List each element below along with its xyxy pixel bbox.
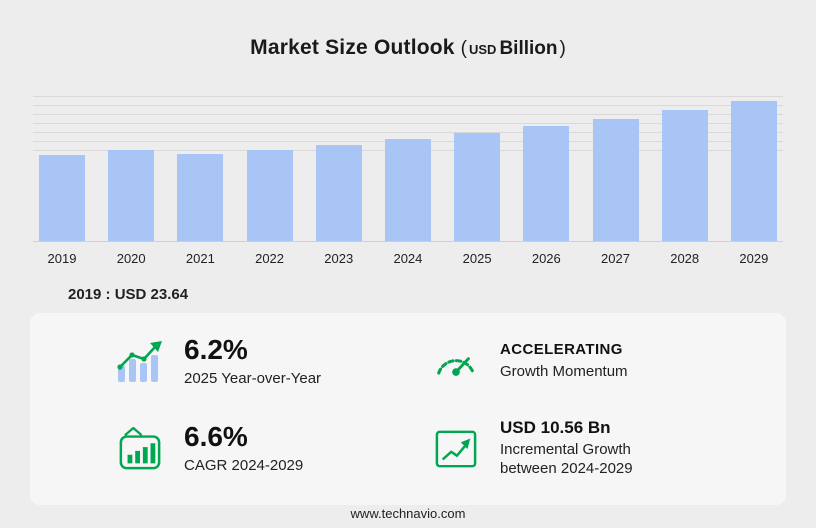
momentum-value: ACCELERATING xyxy=(500,341,623,359)
stat-growth-momentum: ACCELERATING Growth Momentum xyxy=(430,335,746,389)
unit-label: Billion xyxy=(499,38,558,59)
plot-area xyxy=(33,96,783,242)
bar-2025 xyxy=(454,133,501,241)
x-axis-label-2024: 2024 xyxy=(393,251,423,266)
x-axis-label-2021: 2021 xyxy=(185,251,215,266)
bar-2023 xyxy=(315,145,362,241)
momentum-label: Growth Momentum xyxy=(500,362,628,380)
incremental-label: Incremental Growth between 2024-2029 xyxy=(500,441,633,477)
bar-2024 xyxy=(384,139,431,241)
speedometer-icon xyxy=(430,346,482,377)
bar-2020 xyxy=(108,150,155,241)
stat-cagr: 6.6% CAGR 2024-2029 xyxy=(114,419,430,479)
cagr-label: CAGR 2024-2029 xyxy=(184,456,304,474)
yoy-label: 2025 Year-over-Year xyxy=(184,369,322,387)
bar-2026 xyxy=(523,126,570,241)
x-axis-label-2029: 2029 xyxy=(739,251,769,266)
yoy-trend-icon xyxy=(114,340,166,384)
bar-2029 xyxy=(730,101,777,241)
base-year-value: 2019 : USD 23.64 xyxy=(68,286,189,303)
x-axis-label-2026: 2026 xyxy=(531,251,561,266)
x-axis-label-2028: 2028 xyxy=(670,251,700,266)
x-axis-label-2023: 2023 xyxy=(324,251,354,266)
bar-2019 xyxy=(39,155,85,241)
x-axis-label-2022: 2022 xyxy=(255,251,285,266)
x-axis-labels: 2019 2020 2021 2022 2023 2024 2025 2026 2027 2028… xyxy=(33,251,783,266)
bar-2027 xyxy=(592,118,639,241)
close-paren: ) xyxy=(559,38,566,59)
x-axis-label-2025: 2025 xyxy=(462,251,492,266)
incremental-value: USD 10.56 Bn xyxy=(500,417,611,437)
bar-2021 xyxy=(177,154,224,241)
page-title: Market Size Outlook(USD Billion) xyxy=(0,36,816,60)
open-paren: ( xyxy=(460,38,467,59)
cagr-value: 6.6% xyxy=(184,420,248,452)
bar-2028 xyxy=(661,110,708,241)
title-subtitle: (USD Billion) xyxy=(461,38,566,59)
footer-url: www.technavio.com xyxy=(350,506,466,521)
bar-chart: 2019 2020 2021 2022 2023 2024 2025 2026 2027 2028… xyxy=(33,96,783,266)
stats-panel: 6.2% 2025 Year-over-Year ACCELERATING Gr… xyxy=(30,313,786,505)
stat-yoy-growth: 6.2% 2025 Year-over-Year xyxy=(114,334,430,389)
bar-2022 xyxy=(246,150,293,241)
x-axis-label-2027: 2027 xyxy=(601,251,630,266)
currency-label: USD xyxy=(469,42,497,57)
incremental-growth-icon xyxy=(430,429,482,469)
yoy-value: 6.2% xyxy=(184,334,248,365)
stat-incremental-growth: USD 10.56 Bn Incremental Growth between … xyxy=(430,417,746,479)
x-axis-label-2019: 2019 xyxy=(47,251,77,266)
x-axis-label-2020: 2020 xyxy=(116,251,146,266)
title-text: Market Size Outlook xyxy=(250,36,455,59)
cagr-chart-icon xyxy=(114,426,166,471)
